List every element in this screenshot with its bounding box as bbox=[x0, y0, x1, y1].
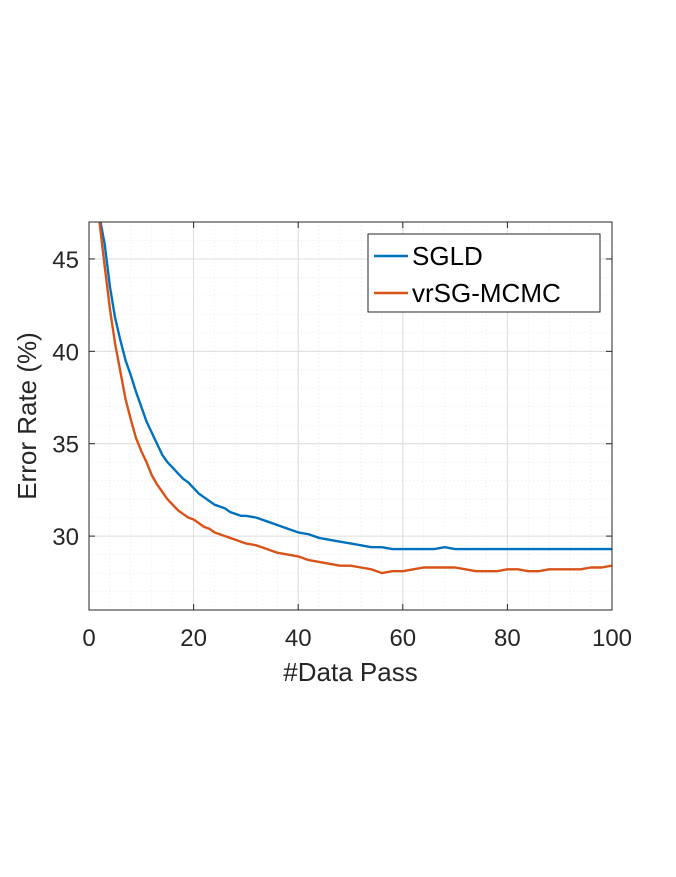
x-tick-label: 80 bbox=[494, 625, 521, 652]
y-tick-label: 40 bbox=[52, 339, 79, 366]
series-line-sgld bbox=[99, 222, 612, 551]
legend-box bbox=[367, 233, 601, 313]
y-tick-label: 30 bbox=[52, 524, 79, 551]
series-line-vrsg-mcmc bbox=[98, 222, 612, 575]
x-tick-label: 100 bbox=[592, 625, 632, 652]
y-axis-title: Error Rate (%) bbox=[12, 332, 42, 500]
x-axis-title: #Data Pass bbox=[283, 657, 417, 687]
series-lines bbox=[98, 222, 612, 575]
legend-label: SGLD bbox=[412, 241, 483, 271]
axes-frame bbox=[88, 221, 613, 611]
x-tick-label: 40 bbox=[285, 625, 312, 652]
legend-label: vrSG-MCMC bbox=[412, 278, 561, 308]
y-tick-label: 45 bbox=[52, 247, 79, 274]
x-tick-label: 20 bbox=[180, 625, 207, 652]
legend: SGLD vrSG-MCMC bbox=[367, 233, 601, 313]
axis-ticks: 0 20 40 60 80 100 30 35 40 45 bbox=[52, 222, 632, 652]
x-tick-label: 0 bbox=[82, 625, 95, 652]
y-tick-label: 35 bbox=[52, 432, 79, 459]
x-tick-label: 60 bbox=[389, 625, 416, 652]
